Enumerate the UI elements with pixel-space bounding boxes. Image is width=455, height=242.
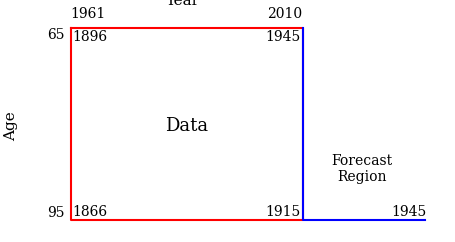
- Text: Forecast
Region: Forecast Region: [331, 154, 392, 184]
- Text: 1945: 1945: [392, 205, 427, 219]
- Text: 65: 65: [48, 28, 65, 42]
- Text: 1896: 1896: [72, 30, 107, 44]
- Text: Year: Year: [165, 0, 199, 8]
- Text: 95: 95: [48, 206, 65, 220]
- Text: Age: Age: [5, 111, 18, 141]
- Text: 2010: 2010: [268, 7, 303, 21]
- Text: 1961: 1961: [71, 7, 106, 21]
- Text: 1915: 1915: [265, 205, 300, 219]
- Text: 1945: 1945: [265, 30, 300, 44]
- Text: 1866: 1866: [72, 205, 107, 219]
- Text: Data: Data: [165, 117, 208, 135]
